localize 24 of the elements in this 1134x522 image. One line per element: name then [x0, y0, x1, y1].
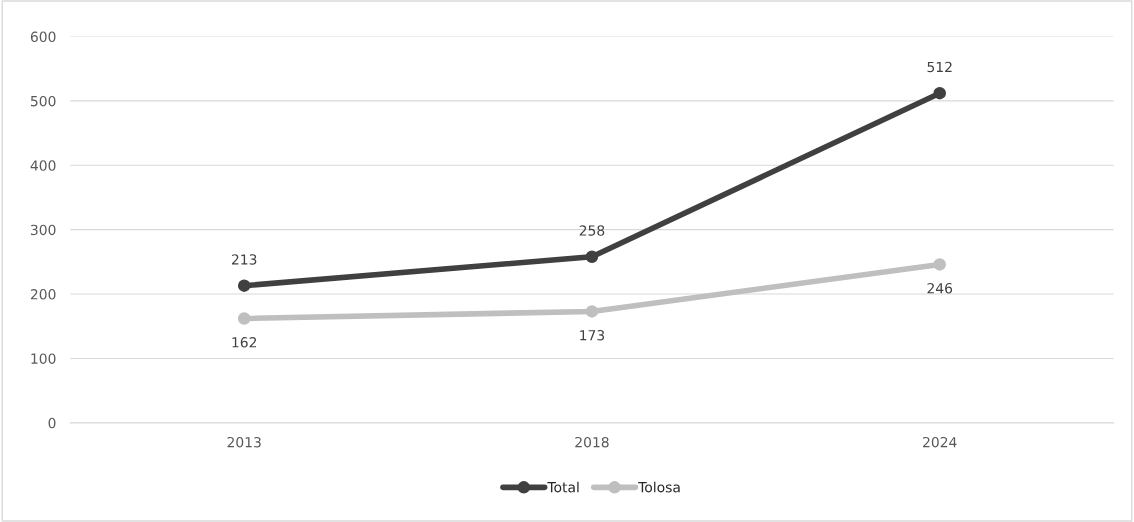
point	[585, 305, 599, 318]
y-tick-label: 100	[31, 353, 56, 364]
point	[585, 250, 599, 263]
data-label: 512	[927, 61, 952, 73]
data-label: 173	[580, 329, 605, 341]
data-label: 213	[231, 254, 257, 265]
point	[933, 86, 946, 100]
legend-label: Tolosa	[638, 481, 680, 493]
data-label: 162	[232, 337, 257, 348]
data-label: 246	[927, 282, 953, 294]
legend-label: Total	[547, 481, 579, 493]
data-label: 258	[579, 225, 605, 236]
y-tick-label: 300	[30, 224, 56, 236]
y-tick-label: 600	[30, 31, 56, 43]
point	[933, 258, 946, 271]
x-tick-label: 2013	[227, 436, 261, 448]
y-tick-label: 400	[30, 160, 56, 171]
point	[237, 312, 251, 325]
y-tick-label: 200	[30, 289, 56, 300]
point	[237, 279, 251, 292]
y-tick-label: 500	[30, 95, 56, 107]
y-tick-label: 0	[48, 417, 56, 429]
x-tick-label: 2024	[923, 436, 957, 448]
x-tick-label: 2018	[575, 436, 609, 448]
